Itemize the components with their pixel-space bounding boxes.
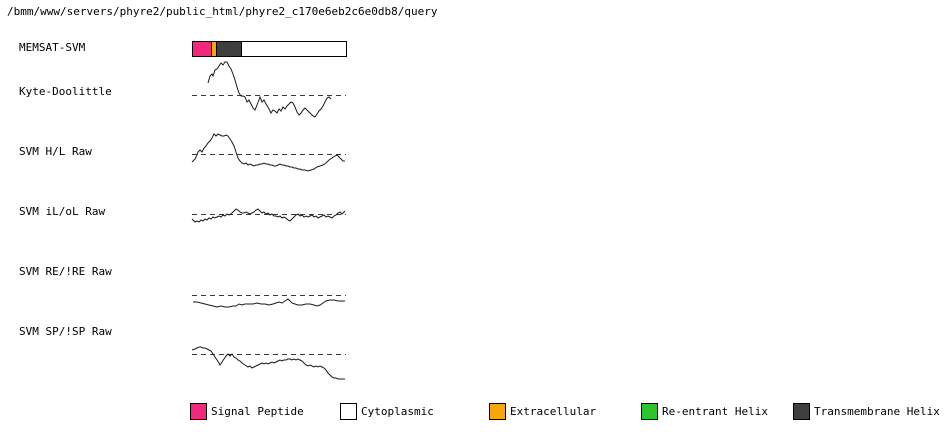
re-entrant-helix-swatch — [641, 403, 658, 420]
bar-segment-extracellular — [211, 41, 217, 57]
row-label-svm-hl-raw: SVM H/L Raw — [19, 145, 92, 158]
legend-item-cytoplasmic: Cytoplasmic — [340, 403, 434, 420]
curve-kyte-doolittle — [207, 61, 332, 118]
row-label-kyte-doolittle: Kyte-Doolittle — [19, 85, 112, 98]
signal-peptide-swatch — [190, 403, 207, 420]
curve-svm-il-ol-raw — [191, 208, 346, 223]
curve-svm-h-l-raw — [191, 133, 345, 172]
bar-segment-signal-peptide — [192, 41, 212, 57]
legend-label: Transmembrane Helix — [814, 405, 940, 418]
bar-segment-transmembrane-helix — [216, 41, 242, 57]
transmembrane-helix-swatch — [793, 403, 810, 420]
row-label-svm-rere-raw: SVM RE/!RE Raw — [19, 265, 112, 278]
curve-svm-re-re-raw — [193, 298, 345, 308]
legend-label: Signal Peptide — [211, 405, 304, 418]
legend-label: Re-entrant Helix — [662, 405, 768, 418]
legend-item-extracellular: Extracellular — [489, 403, 596, 420]
file-path-title: /bmm/www/servers/phyre2/public_html/phyr… — [7, 5, 438, 18]
legend-label: Extracellular — [510, 405, 597, 418]
extracellular-swatch — [489, 403, 506, 420]
row-label-svm-ilol-raw: SVM iL/oL Raw — [19, 205, 106, 218]
bar-segment-cytoplasmic — [241, 41, 347, 57]
legend-label: Cytoplasmic — [361, 405, 434, 418]
legend-item-transmembrane-helix: Transmembrane Helix — [793, 403, 940, 420]
legend: Signal Peptide Cytoplasmic Extracellular… — [0, 403, 950, 423]
cytoplasmic-swatch — [340, 403, 357, 420]
row-label-svm-spsp-raw: SVM SP/!SP Raw — [19, 325, 112, 338]
row-label-memsat-svm: MEMSAT-SVM — [19, 41, 86, 54]
curve-svm-sp-sp-raw — [191, 346, 345, 380]
legend-item-re-entrant-helix: Re-entrant Helix — [641, 403, 768, 420]
legend-item-signal-peptide: Signal Peptide — [190, 403, 304, 420]
